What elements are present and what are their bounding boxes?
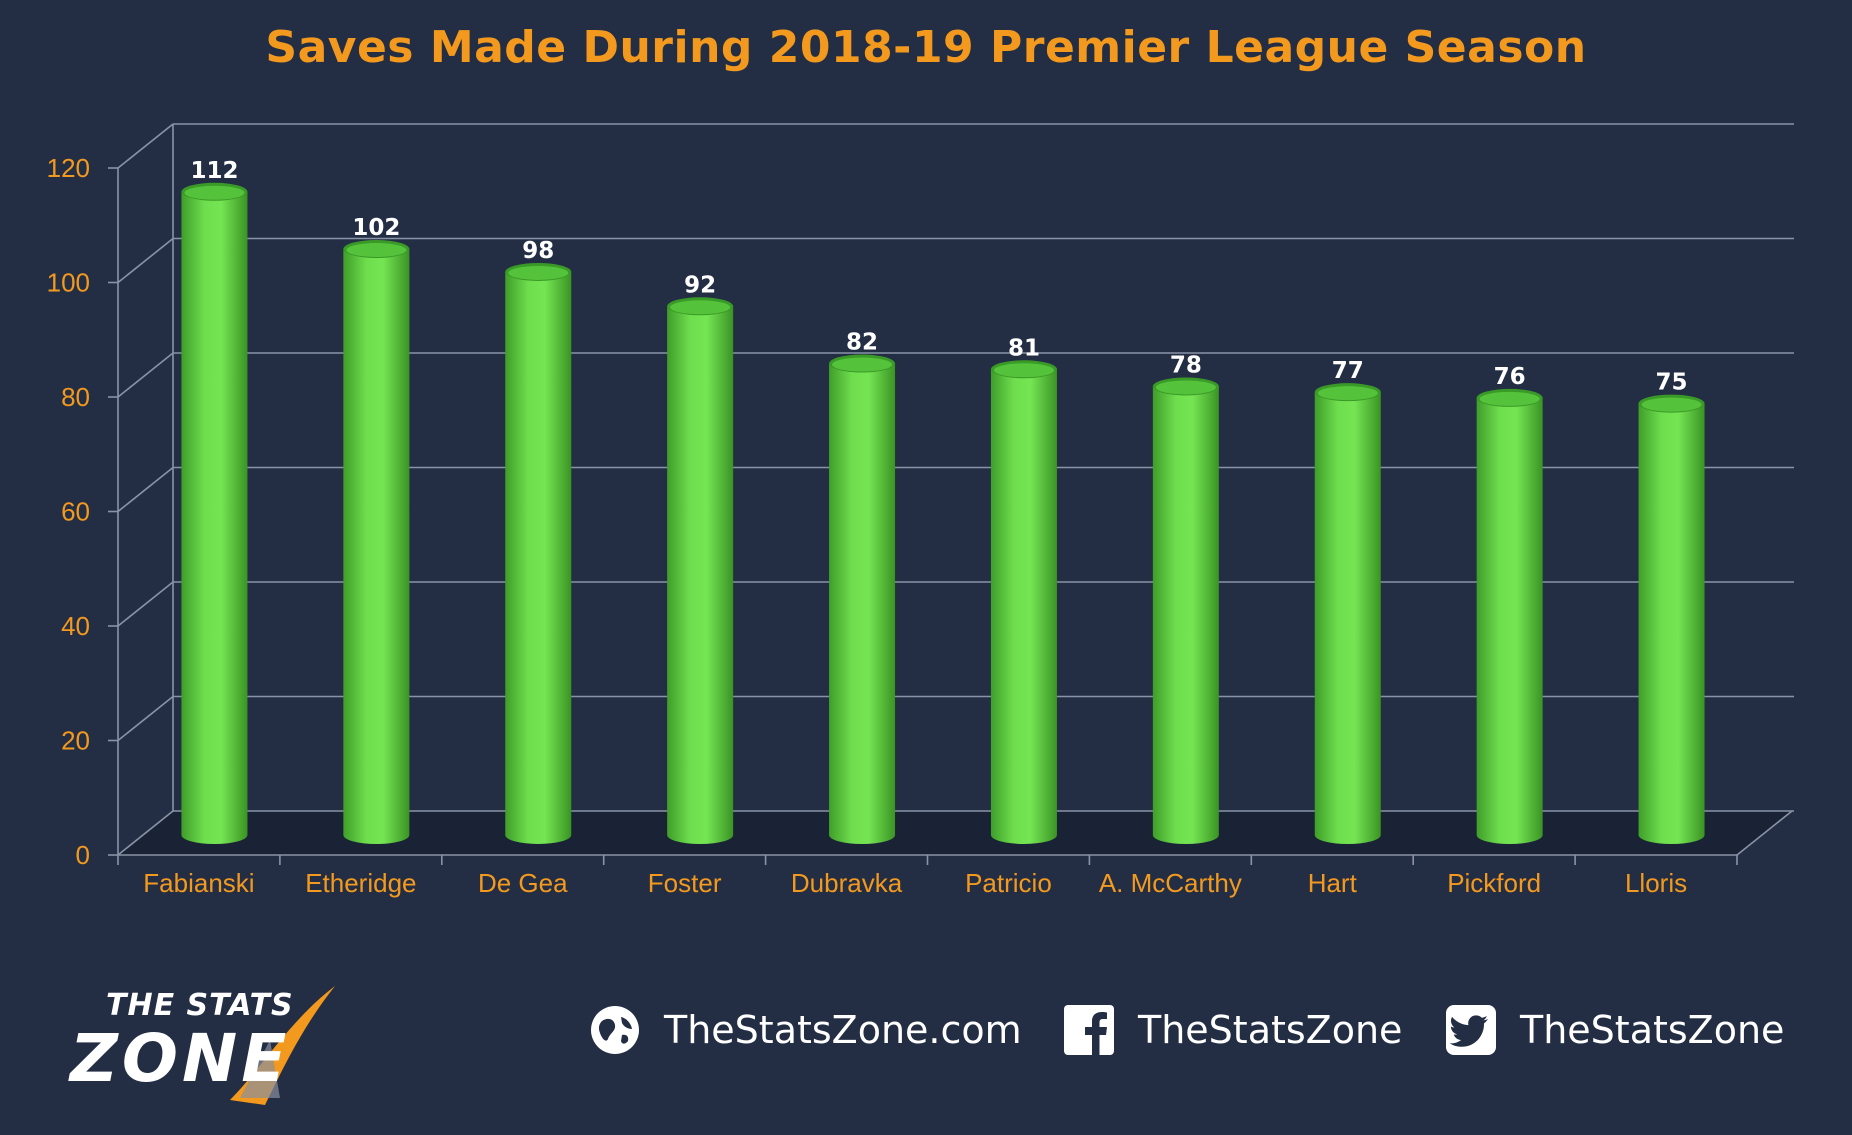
chart-title: Saves Made During 2018-19 Premier League…	[265, 22, 1587, 73]
bar	[343, 240, 410, 845]
website-label: TheStatsZone.com	[664, 1008, 1022, 1052]
gridline-depth	[117, 352, 174, 398]
x-tick-label: Fabianski	[143, 868, 254, 898]
data-label: 98	[522, 238, 554, 264]
gridline-depth	[117, 810, 174, 856]
bar	[1476, 388, 1543, 844]
facebook-label: TheStatsZone	[1138, 1008, 1403, 1052]
bar-body	[343, 249, 410, 845]
data-label: 82	[846, 330, 878, 356]
bar-top-highlight	[1479, 391, 1540, 406]
bar	[667, 297, 734, 844]
y-tick-label: 0	[76, 840, 90, 870]
bar-top-highlight	[1641, 397, 1702, 412]
bar-body	[667, 306, 734, 844]
bar-body	[1152, 386, 1219, 844]
bar	[1152, 377, 1219, 844]
bar-body	[1638, 403, 1705, 844]
y-tick-label: 80	[61, 382, 90, 412]
twitter-link[interactable]: TheStatsZone	[1444, 1000, 1784, 1060]
bar-top-highlight	[993, 363, 1054, 378]
y-tick-label: 120	[47, 153, 90, 183]
y-tick-label: 60	[61, 497, 90, 527]
data-label: 76	[1494, 364, 1526, 390]
bar-body	[990, 369, 1057, 844]
floor-edge	[1736, 810, 1793, 856]
gridline-depth	[117, 123, 174, 169]
bar-body	[1314, 392, 1381, 844]
x-tick-label: Etheridge	[305, 868, 416, 898]
bar-top-highlight	[1317, 386, 1378, 401]
x-tick-label: Foster	[648, 868, 722, 898]
data-label: 102	[352, 215, 400, 241]
footer: THE STATS ZONE TheStatsZone.com TheStats…	[0, 960, 1852, 1110]
bar-body	[1476, 397, 1543, 844]
data-label: 78	[1170, 352, 1202, 378]
gridline-depth	[117, 466, 174, 513]
bar	[505, 262, 572, 844]
x-tick-label: De Gea	[478, 868, 568, 898]
x-tick-label: Lloris	[1625, 868, 1687, 898]
x-tick-label: Pickford	[1447, 868, 1541, 898]
x-tick-label: Hart	[1308, 868, 1358, 898]
website-link[interactable]: TheStatsZone.com	[588, 1000, 1022, 1060]
bar	[990, 360, 1057, 844]
bar	[1314, 383, 1381, 844]
data-label: 112	[190, 158, 238, 184]
data-label: 81	[1008, 335, 1040, 361]
bar	[829, 354, 896, 844]
facebook-icon	[1064, 1005, 1114, 1055]
bar-body	[505, 271, 572, 844]
x-tick-label: A. McCarthy	[1099, 868, 1242, 898]
twitter-label: TheStatsZone	[1520, 1008, 1785, 1052]
bar-body	[181, 191, 248, 845]
bar	[181, 182, 248, 845]
data-label: 75	[1656, 370, 1688, 396]
bar-top-highlight	[670, 300, 731, 315]
bar	[1638, 394, 1705, 844]
gridline-depth	[117, 695, 174, 742]
gridline-depth	[117, 237, 174, 284]
bar-top-highlight	[1155, 380, 1216, 395]
logo-text-bottom: ZONE	[70, 1020, 291, 1097]
bar-top-highlight	[346, 243, 407, 258]
facebook-link[interactable]: TheStatsZone	[1062, 1000, 1402, 1060]
data-label: 92	[684, 272, 716, 298]
y-tick-label: 100	[47, 268, 90, 298]
data-label: 77	[1332, 358, 1364, 384]
x-tick-label: Patricio	[965, 868, 1052, 898]
y-tick-label: 40	[61, 611, 90, 641]
label-layer: 112 102 98 92 82 81 78 77 76 75	[190, 158, 1687, 396]
y-tick-label: 20	[61, 726, 90, 756]
logo-text-top: THE STATS	[106, 988, 294, 1023]
brand-logo: THE STATS ZONE	[70, 980, 390, 1110]
bar-chart: 0 20 40 60 80 100 120 Fabianski Etheridge De Gea F…	[47, 123, 1794, 898]
gridline-depth	[117, 581, 174, 627]
bar-top-highlight	[508, 265, 569, 280]
x-tick-label: Dubravka	[791, 868, 903, 898]
axis-layer: 0 20 40 60 80 100 120 Fabianski Etheridge De Gea F…	[47, 153, 1793, 898]
logo-swoosh-icon	[230, 986, 335, 1105]
bar-top-highlight	[832, 357, 893, 372]
bar-body	[829, 363, 896, 844]
globe-icon	[591, 1006, 639, 1054]
bar-top-highlight	[184, 185, 245, 200]
bar-layer	[181, 182, 1705, 845]
twitter-icon	[1446, 1005, 1496, 1055]
